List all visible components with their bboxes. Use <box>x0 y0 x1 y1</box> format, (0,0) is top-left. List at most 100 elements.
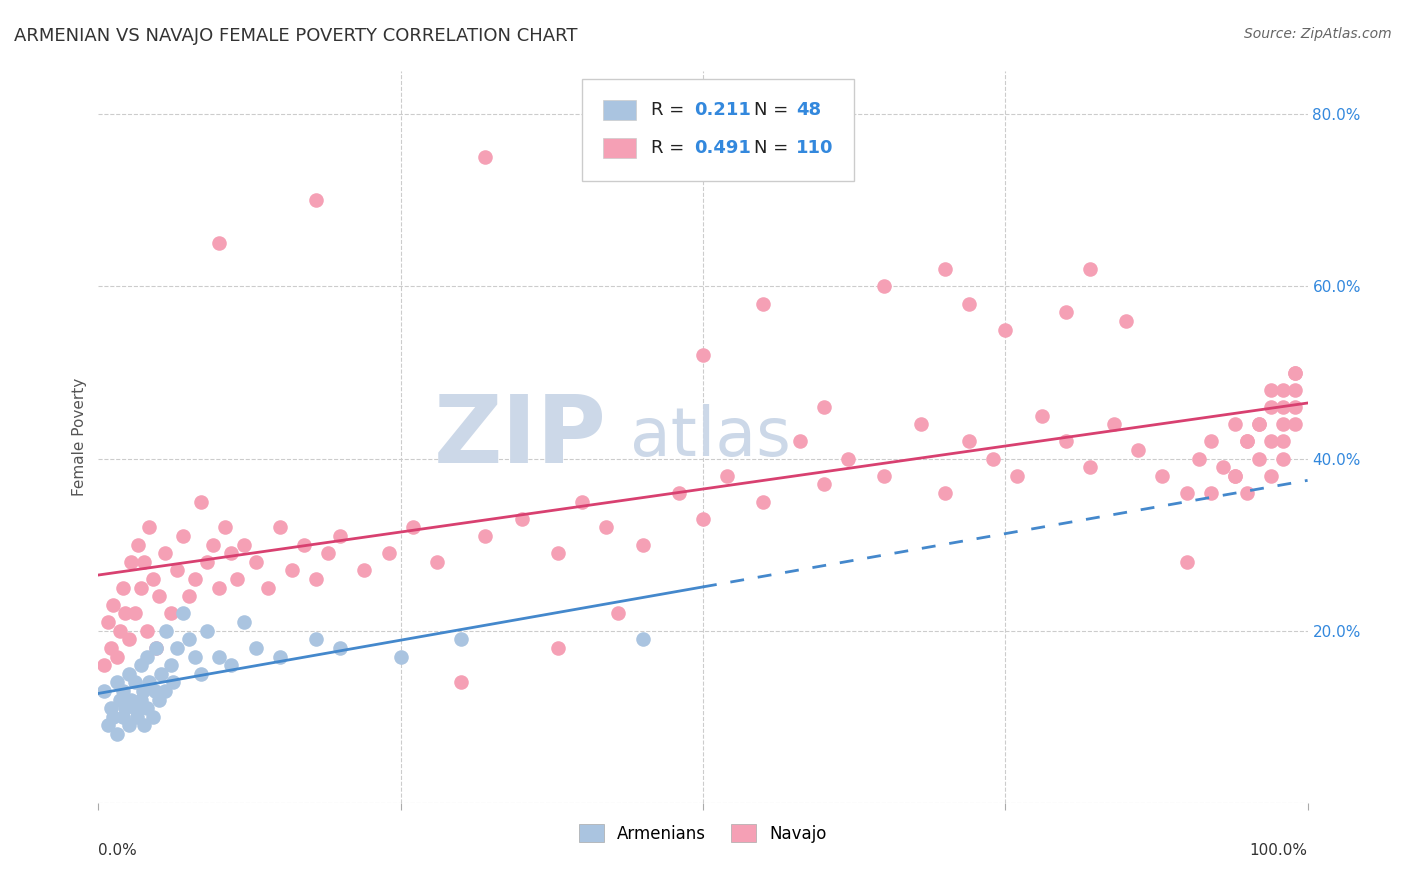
Point <box>607 607 630 621</box>
Point <box>1284 417 1306 432</box>
Point <box>127 538 149 552</box>
Point <box>100 701 122 715</box>
Point <box>256 581 278 595</box>
Point <box>160 607 183 621</box>
Point <box>97 718 120 732</box>
Point <box>1188 451 1211 466</box>
Point <box>208 581 231 595</box>
Point <box>172 607 194 621</box>
Point <box>1236 434 1258 449</box>
Point <box>124 675 146 690</box>
Point <box>190 494 212 508</box>
Point <box>145 640 167 655</box>
Point <box>105 727 128 741</box>
Point <box>1284 366 1306 380</box>
Point <box>1272 434 1295 449</box>
Point <box>1272 400 1295 414</box>
Point <box>910 417 932 432</box>
Point <box>190 666 212 681</box>
Point <box>111 684 134 698</box>
Text: 110: 110 <box>796 139 834 157</box>
Point <box>1175 555 1198 569</box>
Point <box>1031 409 1053 423</box>
Point <box>305 632 328 647</box>
Point <box>111 581 134 595</box>
Point <box>142 572 165 586</box>
Point <box>1272 383 1295 397</box>
Point <box>1007 468 1029 483</box>
Point <box>100 640 122 655</box>
Point <box>1249 451 1271 466</box>
Point <box>1223 417 1246 432</box>
Point <box>329 640 352 655</box>
Point <box>426 555 449 569</box>
Point <box>101 598 124 612</box>
Point <box>129 581 152 595</box>
Text: R =: R = <box>651 139 690 157</box>
Point <box>1223 468 1246 483</box>
Point <box>135 701 157 715</box>
Point <box>510 512 533 526</box>
Point <box>402 520 425 534</box>
Point <box>547 640 569 655</box>
Point <box>873 468 896 483</box>
Point <box>1236 434 1258 449</box>
Point <box>111 710 134 724</box>
Point <box>329 529 352 543</box>
Point <box>692 348 714 362</box>
Point <box>752 296 775 310</box>
Point <box>124 701 146 715</box>
Point <box>232 538 254 552</box>
Point <box>245 640 267 655</box>
Text: 0.491: 0.491 <box>695 139 751 157</box>
Point <box>150 666 173 681</box>
Text: 0.211: 0.211 <box>695 101 751 120</box>
Point <box>269 649 291 664</box>
Point <box>162 675 184 690</box>
Point <box>1272 417 1295 432</box>
Point <box>934 486 956 500</box>
Point <box>148 589 170 603</box>
Text: N =: N = <box>754 101 794 120</box>
Point <box>1054 434 1077 449</box>
Text: ZIP: ZIP <box>433 391 606 483</box>
Text: Source: ZipAtlas.com: Source: ZipAtlas.com <box>1244 27 1392 41</box>
Point <box>1199 486 1222 500</box>
FancyBboxPatch shape <box>603 138 637 159</box>
Point <box>134 718 156 732</box>
Point <box>1249 417 1271 432</box>
FancyBboxPatch shape <box>603 100 637 120</box>
Point <box>1260 468 1282 483</box>
Point <box>120 555 142 569</box>
Text: 0.0%: 0.0% <box>98 843 138 858</box>
Point <box>124 607 146 621</box>
Point <box>114 607 136 621</box>
Text: N =: N = <box>754 139 794 157</box>
Point <box>595 520 617 534</box>
Point <box>474 150 496 164</box>
Point <box>981 451 1004 466</box>
Point <box>138 675 160 690</box>
Point <box>135 649 157 664</box>
Point <box>129 658 152 673</box>
Y-axis label: Female Poverty: Female Poverty <box>72 378 87 496</box>
Point <box>202 538 225 552</box>
Point <box>1284 366 1306 380</box>
Text: 100.0%: 100.0% <box>1250 843 1308 858</box>
Point <box>148 692 170 706</box>
Point <box>226 572 249 586</box>
Point <box>179 589 201 603</box>
Point <box>692 512 714 526</box>
Point <box>1236 486 1258 500</box>
Point <box>245 555 267 569</box>
Point <box>450 632 472 647</box>
Point <box>135 624 157 638</box>
Point <box>195 555 218 569</box>
Point <box>1078 460 1101 475</box>
Point <box>208 649 231 664</box>
FancyBboxPatch shape <box>582 78 855 181</box>
Point <box>195 624 218 638</box>
Point <box>1128 442 1150 457</box>
Point <box>221 658 243 673</box>
Point <box>127 710 149 724</box>
